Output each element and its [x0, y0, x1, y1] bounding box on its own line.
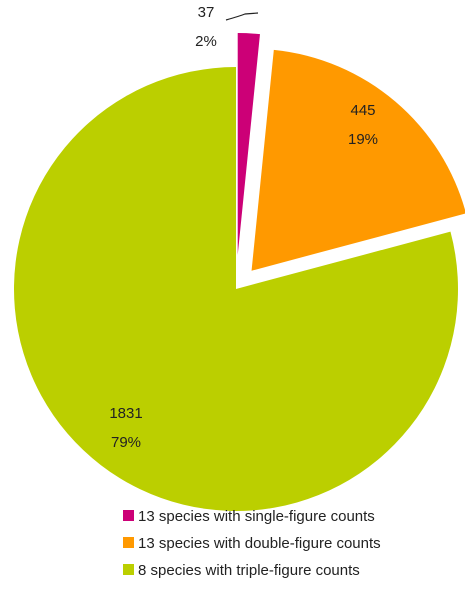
slice-value-label-1: 37 [198, 4, 215, 21]
pie-slice-2 [251, 49, 465, 271]
slice-percent-label-3: 79% [111, 434, 141, 451]
legend-label-3: 8 species with triple-figure counts [138, 562, 360, 579]
slice-value-label-2: 445 [350, 102, 375, 119]
leader-line [225, 12, 259, 21]
pie-slices [14, 33, 465, 511]
legend-swatch-1 [123, 510, 134, 521]
slice-percent-label-1: 2% [195, 33, 217, 50]
legend-swatch-3 [123, 564, 134, 575]
slice-percent-label-2: 19% [348, 131, 378, 148]
legend-label-1: 13 species with single-figure counts [138, 508, 375, 525]
slice-value-label-3: 1831 [109, 405, 142, 422]
slice-labels: 37 2% 445 19% 1831 79% [109, 4, 378, 451]
legend-label-2: 13 species with double-figure counts [138, 535, 381, 552]
legend-swatch-2 [123, 537, 134, 548]
pie-slice-3 [14, 67, 458, 511]
pie-slice-1 [237, 33, 260, 256]
legend: 13 species with single-figure counts 13 s… [123, 508, 381, 579]
